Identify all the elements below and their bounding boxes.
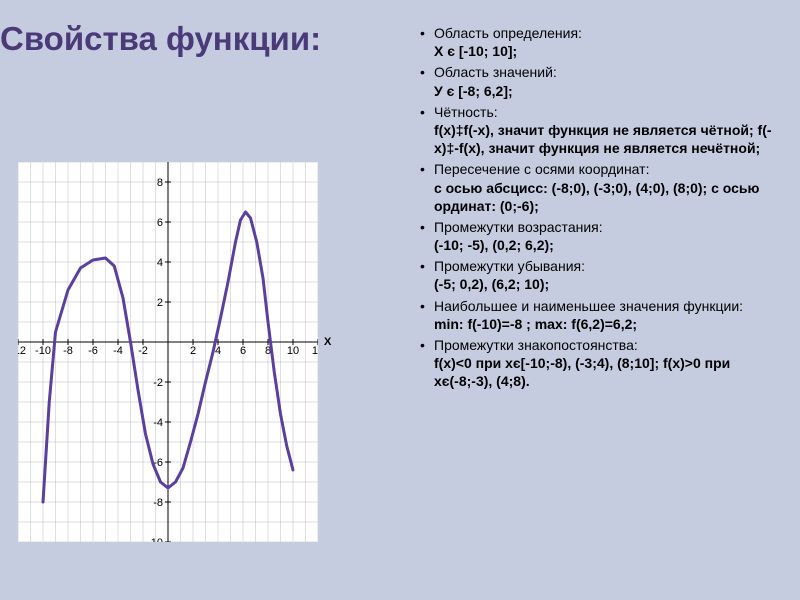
property-label: Промежутки возрастания:: [434, 219, 603, 235]
property-label: Чётность:: [434, 104, 498, 120]
property-item: Промежутки знакопостоянства: f(x)<0 при …: [420, 336, 790, 391]
svg-text:12: 12: [312, 345, 318, 357]
svg-text:-2: -2: [138, 345, 148, 357]
svg-text:-12: -12: [18, 345, 26, 357]
property-label: Наибольшее и наименьшее значения функции…: [434, 298, 743, 314]
svg-text:10: 10: [287, 345, 299, 357]
svg-text:4: 4: [157, 257, 163, 269]
property-item: Промежутки возрастания: (-10; -5), (0,2;…: [420, 218, 790, 254]
property-item: Область значений: У є [-8; 6,2];: [420, 63, 790, 99]
svg-text:-10: -10: [35, 345, 51, 357]
property-value: f(x)<0 при хє[-10;-8), (-3;4), (8;10]; f…: [434, 355, 730, 389]
page-title: Свойства функции:: [0, 20, 321, 58]
property-label: Область определения:: [434, 25, 582, 41]
property-item: Наибольшее и наименьшее значения функции…: [420, 297, 790, 333]
property-label: Промежутки знакопостоянства:: [434, 337, 638, 353]
svg-text:4: 4: [215, 345, 221, 357]
property-value: min: f(-10)=-8 ; max: f(6,2)=6,2;: [434, 316, 637, 332]
svg-text:2: 2: [157, 297, 163, 309]
property-item: Чётность: f(x)‡f(-x), значит функция не …: [420, 103, 790, 158]
x-axis-label: X: [324, 336, 331, 348]
svg-text:-10: -10: [147, 537, 163, 542]
property-value: У є [-8; 6,2];: [434, 83, 513, 99]
property-item: Область определения: Х є [-10; 10];: [420, 24, 790, 60]
property-value: (-10; -5), (0,2; 6,2);: [434, 237, 554, 253]
svg-text:-8: -8: [153, 497, 163, 509]
svg-text:-8: -8: [63, 345, 73, 357]
svg-text:-6: -6: [88, 345, 98, 357]
property-value: Х є [-10; 10];: [434, 43, 517, 59]
property-item: Пересечение с осями координат: с осью аб…: [420, 160, 790, 215]
svg-text:6: 6: [240, 345, 246, 357]
svg-text:-2: -2: [153, 377, 163, 389]
property-label: Промежутки убывания:: [434, 258, 585, 274]
chart-container: -12-10-8-6-4-224681012-10-8-6-4-22468: [18, 162, 318, 547]
properties-list: Область определения: Х є [-10; 10];Облас…: [420, 24, 790, 394]
svg-text:-4: -4: [153, 417, 163, 429]
property-label: Пересечение с осями координат:: [434, 161, 649, 177]
svg-text:2: 2: [190, 345, 196, 357]
property-value: f(x)‡f(-x), значит функция не является ч…: [434, 122, 772, 156]
function-chart: -12-10-8-6-4-224681012-10-8-6-4-22468: [18, 162, 318, 542]
property-value: (-5; 0,2), (6,2; 10);: [434, 276, 549, 292]
svg-text:-4: -4: [113, 345, 123, 357]
property-value: с осью абсцисс: (-8;0), (-3;0), (4;0), (…: [434, 180, 760, 214]
property-item: Промежутки убывания: (-5; 0,2), (6,2; 10…: [420, 257, 790, 293]
property-label: Область значений:: [434, 64, 557, 80]
svg-text:6: 6: [157, 217, 163, 229]
svg-text:8: 8: [157, 177, 163, 189]
